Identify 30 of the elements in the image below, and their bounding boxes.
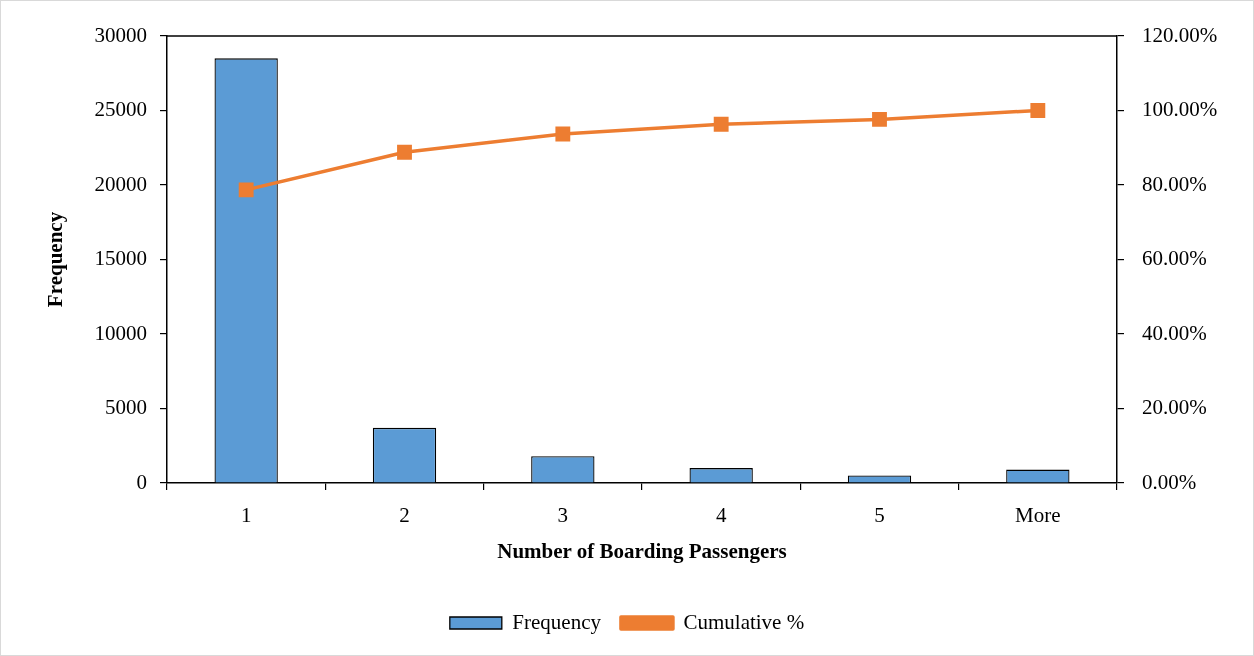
point	[238, 182, 254, 198]
y-tick-label: 30000	[94, 22, 147, 47]
x-tick-label: 2	[399, 502, 410, 527]
y2-tick-label: 20.00%	[1142, 395, 1207, 420]
point	[397, 144, 412, 160]
y-tick-label: 15000	[94, 246, 147, 271]
y-axis-title: Frequency	[43, 211, 68, 308]
point	[872, 112, 887, 127]
y-tick-label: 20000	[94, 171, 147, 196]
point	[713, 116, 729, 132]
y-tick-label: 0	[136, 469, 147, 494]
legend-label: Cumulative %	[683, 609, 805, 634]
y2-tick-label: 120.00%	[1142, 22, 1218, 47]
point	[1030, 103, 1046, 118]
y-tick-label: 25000	[94, 97, 147, 122]
x-tick-label: 1	[240, 502, 252, 527]
x-tick-label: More	[1015, 502, 1061, 527]
y-tick-label: 5000	[105, 395, 147, 420]
legend-label: Frequency	[512, 609, 602, 634]
y2-tick-label: 100.00%	[1142, 97, 1218, 122]
y2-tick-label: 80.00%	[1142, 171, 1207, 196]
x-axis-title: Number of Boarding Passengers	[497, 539, 787, 564]
x-tick-label: 5	[874, 502, 885, 527]
y2-tick-label: 0.00%	[1142, 469, 1197, 494]
x-tick-label: 4	[715, 502, 727, 527]
point	[555, 126, 571, 142]
y2-tick-label: 40.00%	[1142, 320, 1207, 345]
y2-tick-label: 60.00%	[1142, 246, 1207, 271]
y-tick-label: 10000	[94, 320, 147, 345]
x-tick-label: 3	[557, 502, 569, 527]
